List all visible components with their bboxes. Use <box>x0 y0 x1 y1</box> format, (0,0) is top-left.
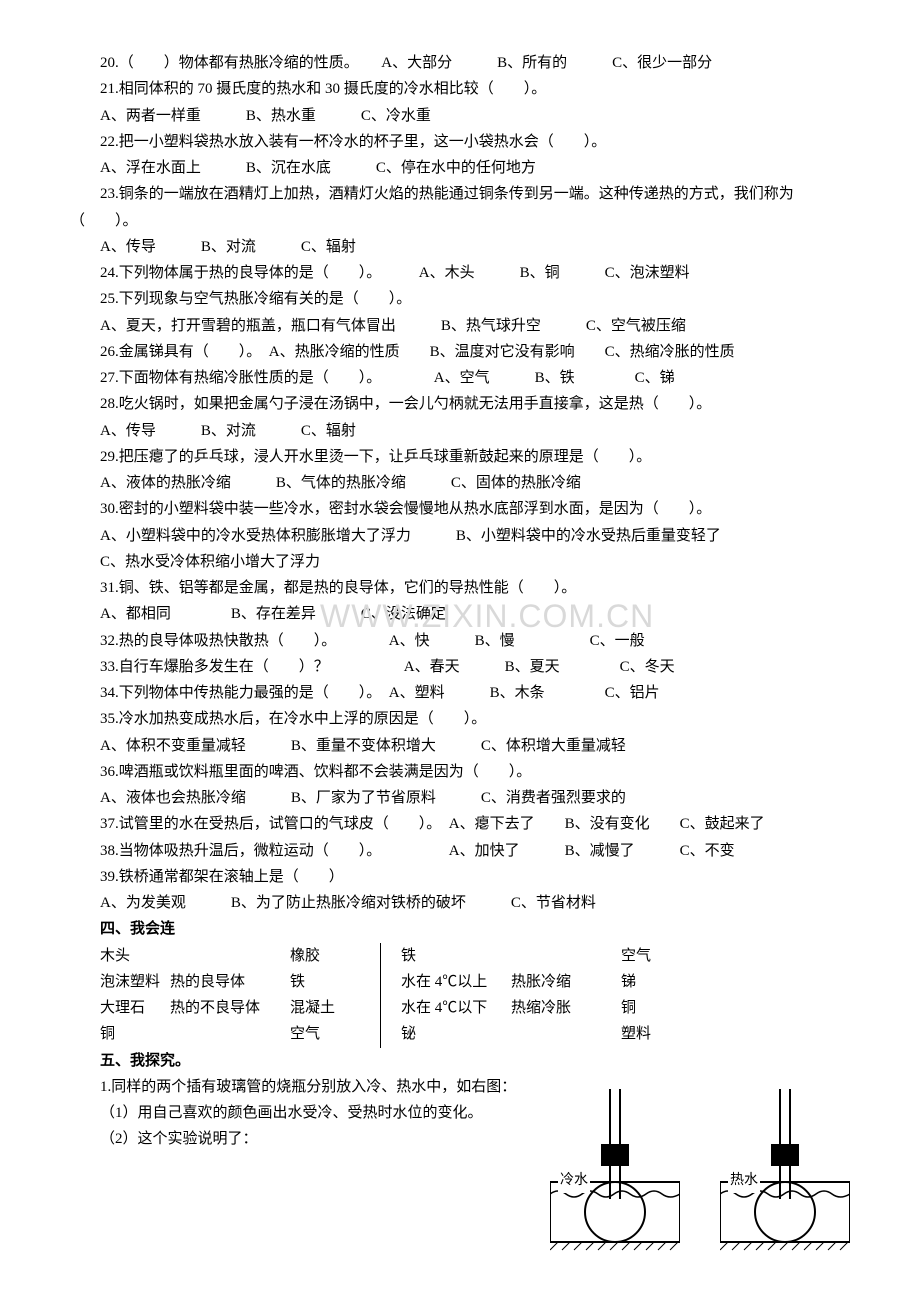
flask-cold-label: 冷水 <box>558 1169 590 1194</box>
match-row: 泡沫塑料热的良导体铁 水在 4℃以上热胀冷缩锑 <box>70 969 850 995</box>
match-cell: 铋 <box>401 1021 511 1047</box>
experiment-text: 1.同样的两个插有玻璃管的烧瓶分别放入冷、热水中，如右图： （1）用自己喜欢的颜… <box>70 1074 550 1254</box>
question-line: 27.下面物体有热缩冷胀性质的是（ ）。 A、空气 B、铁 C、锑 <box>70 365 850 391</box>
match-row: 木头 橡胶 铁 空气 <box>70 943 850 969</box>
section-4-title: 四、我会连 <box>70 916 850 942</box>
options-line: A、体积不变重量减轻 B、重量不变体积增大 C、体积增大重量减轻 <box>70 733 850 759</box>
match-divider <box>380 943 381 969</box>
question-line: 30.密封的小塑料袋中装一些冷水，密封水袋会慢慢地从热水底部浮到水面，是因为（ … <box>70 496 850 522</box>
match-cell: 热缩冷胀 <box>511 995 621 1021</box>
options-line: A、都相同 B、存在差异 C、没法确定 <box>70 601 850 627</box>
options-line: A、液体的热胀冷缩 B、气体的热胀冷缩 C、固体的热胀冷缩 <box>70 470 850 496</box>
match-cell: 木头 <box>70 943 170 969</box>
match-cell: 热的良导体 <box>170 969 290 995</box>
match-cell: 泡沫塑料 <box>70 969 170 995</box>
match-cell: 橡胶 <box>290 943 360 969</box>
match-divider <box>380 995 381 1021</box>
exp-q1: （1）用自己喜欢的颜色画出水受冷、受热时水位的变化。 <box>70 1100 550 1126</box>
question-line: 24.下列物体属于热的良导体的是（ ）。 A、木头 B、铜 C、泡沫塑料 <box>70 260 850 286</box>
match-cell: 空气 <box>290 1021 360 1047</box>
question-line: 35.冷水加热变成热水后，在冷水中上浮的原因是（ ）。 <box>70 706 850 732</box>
options-line: A、小塑料袋中的冷水受热体积膨胀增大了浮力 B、小塑料袋中的冷水受热后重量变轻了 <box>70 523 850 549</box>
match-cell: 锑 <box>621 969 681 995</box>
page-root: 20.（ ）物体都有热胀冷缩的性质。 A、大部分 B、所有的 C、很少一部分21… <box>70 50 850 1254</box>
exp-q2: （2）这个实验说明了： <box>70 1126 550 1152</box>
options-line: C、热水受冷体积缩小增大了浮力 <box>70 549 850 575</box>
match-cell: 铁 <box>290 969 360 995</box>
question-line: 26.金属锑具有（ ）。 A、热胀冷缩的性质 B、温度对它没有影响 C、热缩冷胀… <box>70 339 850 365</box>
question-line: 36.啤酒瓶或饮料瓶里面的啤酒、饮料都不会装满是因为（ ）。 <box>70 759 850 785</box>
match-cell: 热胀冷缩 <box>511 969 621 995</box>
questions-block: 20.（ ）物体都有热胀冷缩的性质。 A、大部分 B、所有的 C、很少一部分21… <box>70 50 850 916</box>
flask-hot-label: 热水 <box>728 1169 760 1194</box>
match-cell: 铜 <box>70 1021 170 1047</box>
match-divider <box>380 969 381 995</box>
match-cell: 热的不良导体 <box>170 995 290 1021</box>
question-line: 32.热的良导体吸热快散热（ ）。 A、快 B、慢 C、一般 <box>70 628 850 654</box>
options-line: A、浮在水面上 B、沉在水底 C、停在水中的任何地方 <box>70 155 850 181</box>
match-row: 铜 空气 铋 塑料 <box>70 1021 850 1047</box>
question-line: 28.吃火锅时，如果把金属勺子浸在汤锅中，一会儿勺柄就无法用手直接拿，这是热（ … <box>70 391 850 417</box>
flask-cold: 冷水 <box>550 1084 680 1254</box>
question-line: 25.下列现象与空气热胀冷缩有关的是（ ）。 <box>70 286 850 312</box>
question-line: 23.铜条的一端放在酒精灯上加热，酒精灯火焰的热能通过铜条传到另一端。这种传递热… <box>70 181 850 234</box>
experiment-figures: 冷水 热水 <box>550 1074 850 1254</box>
match-cell: 铜 <box>621 995 681 1021</box>
question-line: 31.铜、铁、铝等都是金属，都是热的良导体，它们的导热性能（ ）。 <box>70 575 850 601</box>
question-line: 21.相同体积的 70 摄氏度的热水和 30 摄氏度的冷水相比较（ ）。 <box>70 76 850 102</box>
question-line: 39.铁桥通常都架在滚轴上是（ ） <box>70 864 850 890</box>
options-line: A、夏天，打开雪碧的瓶盖，瓶口有气体冒出 B、热气球升空 C、空气被压缩 <box>70 313 850 339</box>
exp-intro: 1.同样的两个插有玻璃管的烧瓶分别放入冷、热水中，如右图： <box>70 1074 550 1100</box>
match-cell: 水在 4℃以上 <box>401 969 511 995</box>
match-cell: 混凝土 <box>290 995 360 1021</box>
match-row: 大理石热的不良导体混凝土 水在 4℃以下热缩冷胀铜 <box>70 995 850 1021</box>
options-line: A、两者一样重 B、热水重 C、冷水重 <box>70 103 850 129</box>
match-divider <box>380 1021 381 1047</box>
question-line: 37.试管里的水在受热后，试管口的气球皮（ ）。 A、瘪下去了 B、没有变化 C… <box>70 811 850 837</box>
question-line: 33.自行车爆胎多发生在（ ）？ A、春天 B、夏天 C、冬天 <box>70 654 850 680</box>
match-cell: 水在 4℃以下 <box>401 995 511 1021</box>
flask-hot: 热水 <box>720 1084 850 1254</box>
options-line: A、传导 B、对流 C、辐射 <box>70 234 850 260</box>
match-cell: 铁 <box>401 943 511 969</box>
question-line: 22.把一小塑料袋热水放入装有一杯冷水的杯子里，这一小袋热水会（ ）。 <box>70 129 850 155</box>
options-line: A、为发美观 B、为了防止热胀冷缩对铁桥的破坏 C、节省材料 <box>70 890 850 916</box>
question-line: 29.把压瘪了的乒乓球，浸人开水里烫一下，让乒乓球重新鼓起来的原理是（ ）。 <box>70 444 850 470</box>
section-5-title: 五、我探究。 <box>70 1048 850 1074</box>
experiment-wrap: 1.同样的两个插有玻璃管的烧瓶分别放入冷、热水中，如右图： （1）用自己喜欢的颜… <box>70 1074 850 1254</box>
match-cell: 空气 <box>621 943 681 969</box>
question-line: 34.下列物体中传热能力最强的是（ ）。 A、塑料 B、木条 C、铝片 <box>70 680 850 706</box>
match-block: 木头橡胶铁空气泡沫塑料热的良导体铁水在 4℃以上热胀冷缩锑大理石热的不良导体混凝… <box>70 943 850 1048</box>
match-cell: 塑料 <box>621 1021 681 1047</box>
match-cell: 大理石 <box>70 995 170 1021</box>
options-line: A、传导 B、对流 C、辐射 <box>70 418 850 444</box>
options-line: A、液体也会热胀冷缩 B、厂家为了节省原料 C、消费者强烈要求的 <box>70 785 850 811</box>
question-line: 38.当物体吸热升温后，微粒运动（ ）。 A、加快了 B、减慢了 C、不变 <box>70 838 850 864</box>
question-line: 20.（ ）物体都有热胀冷缩的性质。 A、大部分 B、所有的 C、很少一部分 <box>70 50 850 76</box>
